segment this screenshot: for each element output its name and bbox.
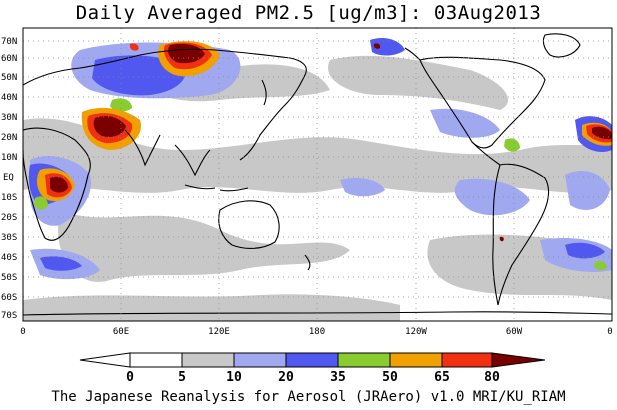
colorbar-label: 5 bbox=[178, 370, 186, 385]
lon-label: 180 bbox=[309, 327, 325, 337]
lat-label: 50N bbox=[1, 73, 17, 83]
lon-label: 60W bbox=[506, 327, 523, 337]
footer-credit: The Japanese Reanalysis for Aerosol (JRA… bbox=[51, 389, 566, 405]
lat-label: 30S bbox=[1, 233, 17, 243]
lat-label: 20S bbox=[1, 213, 17, 223]
colorbar-segment-below-5 bbox=[79, 352, 131, 368]
colorbar-segment-10-20 bbox=[233, 352, 287, 368]
colorbar-segment-above-80 bbox=[491, 352, 546, 368]
latitude-labels: 70N 60N 50N 40N 30N 20N 10N EQ 10S 20S 3… bbox=[1, 37, 17, 321]
colorbar: 0 5 10 20 35 50 65 80 bbox=[79, 352, 546, 385]
colorbar-label: 20 bbox=[278, 370, 294, 385]
lat-label: EQ bbox=[3, 173, 14, 183]
lat-label: 60S bbox=[1, 293, 17, 303]
lon-label: 120E bbox=[208, 327, 230, 337]
lon-label: 120W bbox=[405, 327, 427, 337]
lat-label: 40S bbox=[1, 253, 17, 263]
longitude-labels: 0 60E 120E 180 120W 60W 0 bbox=[20, 327, 612, 337]
map-title: Daily Averaged PM2.5 [ug/m3]: 03Aug2013 bbox=[75, 2, 542, 24]
lat-label: 20N bbox=[1, 133, 17, 143]
colorbar-label: 0 bbox=[126, 370, 134, 385]
colorbar-segment-50-65 bbox=[389, 352, 443, 368]
lat-label: 60N bbox=[1, 54, 17, 64]
colorbar-label: 10 bbox=[226, 370, 242, 385]
lat-label: 70N bbox=[1, 37, 17, 47]
lat-label: 10S bbox=[1, 193, 17, 203]
colorbar-segment-5-10-grey bbox=[181, 352, 235, 368]
colorbar-segment-5-10 bbox=[129, 352, 183, 368]
pm-level-35-50-regions bbox=[34, 98, 607, 271]
colorbar-segment-35-50 bbox=[337, 352, 391, 368]
colorbar-segment-65-80 bbox=[441, 352, 493, 368]
lon-label: 0 bbox=[20, 327, 25, 337]
lat-label: 40N bbox=[1, 93, 17, 103]
lat-label: 50S bbox=[1, 273, 17, 283]
colorbar-segment-20-35 bbox=[285, 352, 339, 368]
map-frame bbox=[22, 27, 613, 322]
colorbar-label: 80 bbox=[484, 370, 500, 385]
lon-label: 0 bbox=[607, 327, 612, 337]
colorbar-label: 65 bbox=[434, 370, 450, 385]
lat-label: 70S bbox=[1, 311, 17, 321]
lat-label: 30N bbox=[1, 113, 17, 123]
colorbar-label: 35 bbox=[330, 370, 346, 385]
coastlines bbox=[23, 33, 612, 316]
colorbar-label: 50 bbox=[382, 370, 398, 385]
lon-label: 60E bbox=[113, 327, 129, 337]
pm-level-5-10-regions bbox=[23, 55, 612, 321]
lat-label: 10N bbox=[1, 153, 17, 163]
